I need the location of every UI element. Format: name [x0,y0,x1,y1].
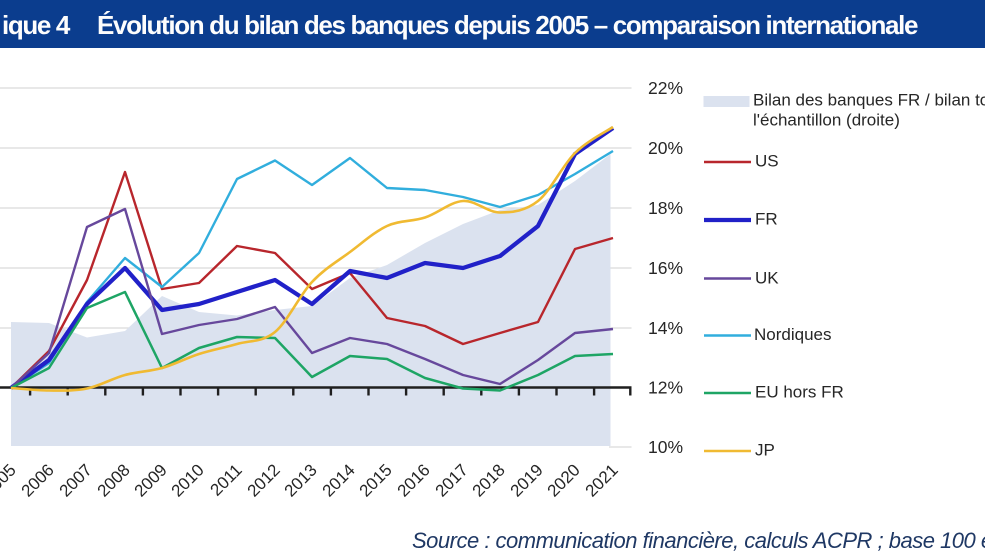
svg-text:2017: 2017 [432,460,472,500]
svg-text:10%: 10% [648,437,683,457]
svg-text:2016: 2016 [394,460,434,500]
svg-text:2010: 2010 [168,460,208,500]
svg-text:18%: 18% [648,198,683,218]
svg-text:FR: FR [755,210,778,229]
svg-text:2014: 2014 [319,460,359,500]
svg-text:l'échantillon (droite): l'échantillon (droite) [753,111,900,130]
svg-text:2007: 2007 [56,460,96,500]
svg-text:JP: JP [755,441,775,460]
svg-text:2013: 2013 [281,460,321,500]
svg-text:2019: 2019 [507,460,547,500]
svg-text:2006: 2006 [18,460,58,500]
svg-text:12%: 12% [648,378,683,398]
svg-text:EU hors FR: EU hors FR [755,383,844,402]
svg-text:UK: UK [755,269,779,288]
svg-text:2008: 2008 [94,460,134,500]
svg-text:Bilan des banques FR / bilan t: Bilan des banques FR / bilan to [753,91,985,110]
svg-text:2011: 2011 [207,460,246,499]
svg-text:2020: 2020 [544,460,584,500]
svg-text:US: US [755,152,779,171]
svg-text:14%: 14% [648,318,683,338]
svg-text:2021: 2021 [582,460,622,500]
svg-text:20%: 20% [648,138,683,158]
svg-text:2018: 2018 [469,460,509,500]
svg-text:2005: 2005 [0,460,20,500]
svg-text:2015: 2015 [356,460,396,500]
svg-text:16%: 16% [648,258,683,278]
svg-text:2009: 2009 [131,460,171,500]
svg-text:Nordiques: Nordiques [754,325,832,344]
svg-text:22%: 22% [648,78,683,98]
svg-text:2012: 2012 [244,460,284,500]
